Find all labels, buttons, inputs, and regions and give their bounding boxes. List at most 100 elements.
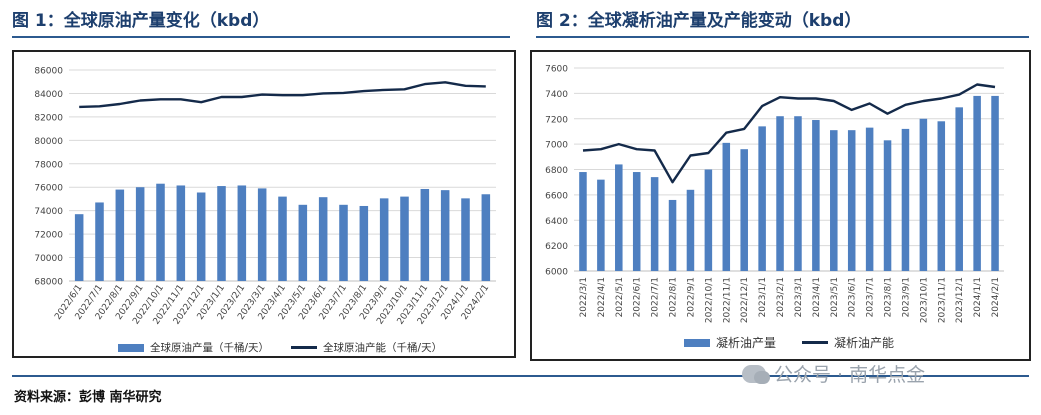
right-xtick-label: 2022/5/1 xyxy=(615,277,625,317)
left-ytick-label: 72000 xyxy=(34,231,63,241)
left-bar xyxy=(257,188,267,281)
right-xtick-label: 2023/3/1 xyxy=(794,277,804,317)
left-bar xyxy=(176,185,186,281)
left-legend-line-label: 全球原油产能（千桶/天） xyxy=(323,342,443,354)
right-chart: 6000 6200 6400 6600 6800 7000 7200 7400 7600 2022… xyxy=(545,65,1004,323)
right-bar xyxy=(919,118,928,271)
left-bar xyxy=(278,196,287,281)
right-ytick-label: 6800 xyxy=(545,166,568,176)
right-bar xyxy=(937,121,946,271)
right-bar xyxy=(597,179,605,271)
watermark-text: 公众号 · 南华点金 xyxy=(774,364,926,386)
right-bar xyxy=(632,172,641,271)
left-bar xyxy=(135,187,145,281)
right-bar xyxy=(686,189,695,271)
right-xtick-label: 2022/4/1 xyxy=(597,277,607,317)
right-bar xyxy=(615,164,623,271)
right-bar xyxy=(955,107,963,271)
left-bar xyxy=(379,198,389,281)
right-xtick-label: 2023/10/1 xyxy=(919,277,929,323)
right-figure-title: 图 2：全球凝析油产量及产能变动（kbd） xyxy=(536,11,862,31)
right-legend-line-label: 凝析油产能 xyxy=(834,336,895,350)
right-xtick-label: 2023/2/1 xyxy=(776,277,786,317)
right-xtick-label: 2022/6/1 xyxy=(633,277,643,317)
right-bar xyxy=(579,172,587,271)
right-bar xyxy=(865,127,874,271)
right-ytick-label: 7200 xyxy=(545,115,568,125)
left-figure-title: 图 1：全球原油产量变化（kbd） xyxy=(12,11,270,31)
left-bar xyxy=(74,214,84,281)
right-ytick-label: 7400 xyxy=(545,90,568,100)
left-ytick-label: 78000 xyxy=(34,160,63,170)
left-bar xyxy=(156,183,165,281)
left-bar xyxy=(481,194,491,281)
right-title-rule xyxy=(536,36,1029,38)
left-bar xyxy=(359,205,369,281)
right-legend-line-swatch xyxy=(802,341,829,344)
right-legend: 凝析油产量 凝析油产能 xyxy=(684,334,894,351)
right-legend-bar-label: 凝析油产量 xyxy=(716,336,777,350)
right-ytick-label: 6200 xyxy=(545,242,568,252)
right-xtick-label: 2022/9/1 xyxy=(686,277,696,317)
footer-rule xyxy=(12,375,1029,377)
right-bar xyxy=(704,169,713,271)
right-bar xyxy=(991,95,999,271)
right-xtick-label: 2022/7/1 xyxy=(651,277,661,317)
right-bar xyxy=(722,142,731,271)
left-ytick-label: 86000 xyxy=(34,67,63,77)
right-bar xyxy=(668,199,677,271)
wechat-icon xyxy=(742,364,770,384)
right-bar xyxy=(847,130,856,271)
right-xtick-label: 2022/11/1 xyxy=(722,277,732,323)
left-bar xyxy=(298,204,308,281)
left-title-rule xyxy=(12,36,510,38)
right-xtick-label: 2022/10/1 xyxy=(704,277,714,323)
right-ytick-label: 7600 xyxy=(545,65,568,75)
right-bar xyxy=(883,140,892,271)
left-legend-line-swatch xyxy=(291,346,318,349)
right-ytick-label: 7000 xyxy=(545,141,568,151)
left-ytick-label: 80000 xyxy=(34,137,63,147)
right-capacity-line xyxy=(582,83,996,184)
right-xtick-label: 2023/7/1 xyxy=(866,277,876,317)
right-xtick-label: 2022/3/1 xyxy=(579,277,589,317)
right-bar xyxy=(901,128,910,271)
right-ytick-label: 6400 xyxy=(545,217,568,227)
right-bar xyxy=(973,95,981,271)
right-bar xyxy=(830,130,838,271)
right-legend-bar-swatch xyxy=(684,338,710,347)
left-bar xyxy=(400,196,409,281)
right-bar xyxy=(776,116,784,272)
right-xtick-label: 2023/5/1 xyxy=(830,277,840,317)
right-xtick-label: 2023/1/1 xyxy=(758,277,768,317)
right-xtick-label: 2022/8/1 xyxy=(669,277,679,317)
left-bar xyxy=(217,186,226,281)
left-bar xyxy=(461,198,470,281)
right-xtick-label: 2023/4/1 xyxy=(812,277,822,317)
right-xtick-label: 2023/11/1 xyxy=(937,277,947,323)
left-capacity-line xyxy=(79,81,486,109)
right-xtick-label: 2024/2/1 xyxy=(991,277,1001,317)
right-xtick-label: 2023/9/1 xyxy=(901,277,911,317)
right-ytick-label: 6000 xyxy=(545,268,568,278)
right-chart-panel: 6000 6200 6400 6600 6800 7000 7200 7400 7600 2022… xyxy=(530,50,1031,361)
left-bar xyxy=(95,202,104,281)
left-bar xyxy=(318,197,328,281)
right-bar xyxy=(758,126,766,271)
left-bar xyxy=(339,204,348,281)
left-bar xyxy=(115,189,125,281)
left-bar xyxy=(420,188,430,281)
left-bar xyxy=(440,190,450,281)
left-bar xyxy=(237,185,247,281)
right-xtick-label: 2023/8/1 xyxy=(884,277,894,317)
left-ytick-label: 84000 xyxy=(34,90,63,100)
right-bar xyxy=(812,120,820,271)
right-xtick-label: 2022/12/1 xyxy=(740,277,750,323)
right-bar xyxy=(794,116,802,272)
left-legend-bar-swatch xyxy=(118,343,144,352)
left-chart-panel: 68000 70000 72000 74000 76000 78000 80000 82000… xyxy=(12,50,516,358)
left-ytick-label: 82000 xyxy=(34,113,63,123)
right-xtick-label: 2024/1/1 xyxy=(973,277,983,317)
right-bar xyxy=(740,149,748,271)
left-ytick-label: 68000 xyxy=(34,278,63,288)
